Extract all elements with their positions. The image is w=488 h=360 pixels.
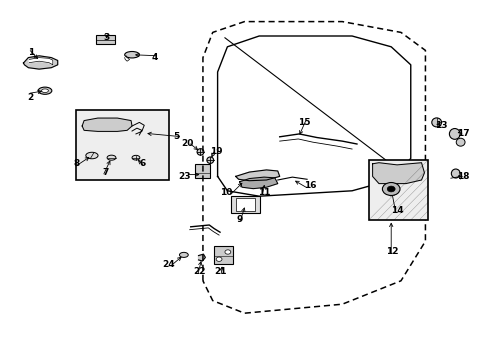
Bar [235, 198, 255, 211]
Circle shape [382, 183, 399, 195]
Polygon shape [235, 170, 279, 181]
Text: 14: 14 [390, 206, 403, 215]
Text: 9: 9 [236, 215, 243, 224]
Polygon shape [29, 58, 53, 65]
Text: 12: 12 [386, 248, 398, 256]
Ellipse shape [41, 89, 48, 93]
Ellipse shape [448, 129, 459, 139]
Ellipse shape [197, 149, 203, 155]
Ellipse shape [124, 51, 139, 58]
Bar [96, 35, 115, 44]
Bar [194, 164, 210, 178]
Ellipse shape [179, 252, 188, 257]
Text: 24: 24 [162, 260, 175, 269]
Ellipse shape [132, 155, 140, 160]
Text: 15: 15 [297, 118, 310, 127]
Text: 18: 18 [456, 172, 469, 181]
Text: 6: 6 [139, 159, 145, 168]
Polygon shape [372, 163, 424, 184]
Text: 4: 4 [151, 53, 158, 62]
Polygon shape [82, 118, 132, 131]
Ellipse shape [38, 87, 52, 94]
Circle shape [216, 257, 222, 261]
Ellipse shape [431, 118, 441, 127]
Text: 16: 16 [304, 181, 316, 190]
Bar [230, 196, 260, 213]
Text: 8: 8 [73, 159, 80, 168]
Text: 11: 11 [258, 188, 270, 197]
Bar [76, 110, 168, 180]
Polygon shape [198, 254, 205, 261]
Text: 5: 5 [173, 132, 180, 141]
Circle shape [224, 250, 230, 254]
Ellipse shape [455, 138, 464, 146]
Text: 2: 2 [27, 93, 33, 102]
Text: 7: 7 [102, 168, 108, 177]
Ellipse shape [206, 157, 213, 163]
Polygon shape [23, 56, 58, 69]
Bar [368, 160, 427, 220]
Text: 19: 19 [210, 147, 223, 156]
Text: 10: 10 [220, 188, 232, 197]
Text: 22: 22 [193, 267, 205, 276]
Ellipse shape [86, 152, 98, 159]
Text: 21: 21 [213, 267, 226, 276]
Ellipse shape [107, 155, 116, 160]
Text: 23: 23 [178, 172, 190, 181]
Text: 17: 17 [456, 129, 469, 138]
Circle shape [386, 186, 394, 192]
Text: 1: 1 [28, 48, 34, 57]
Polygon shape [239, 177, 277, 189]
Text: 20: 20 [181, 139, 193, 148]
Bar [214, 246, 232, 264]
Text: 13: 13 [434, 122, 447, 130]
Text: 3: 3 [103, 33, 109, 42]
Ellipse shape [450, 169, 459, 178]
